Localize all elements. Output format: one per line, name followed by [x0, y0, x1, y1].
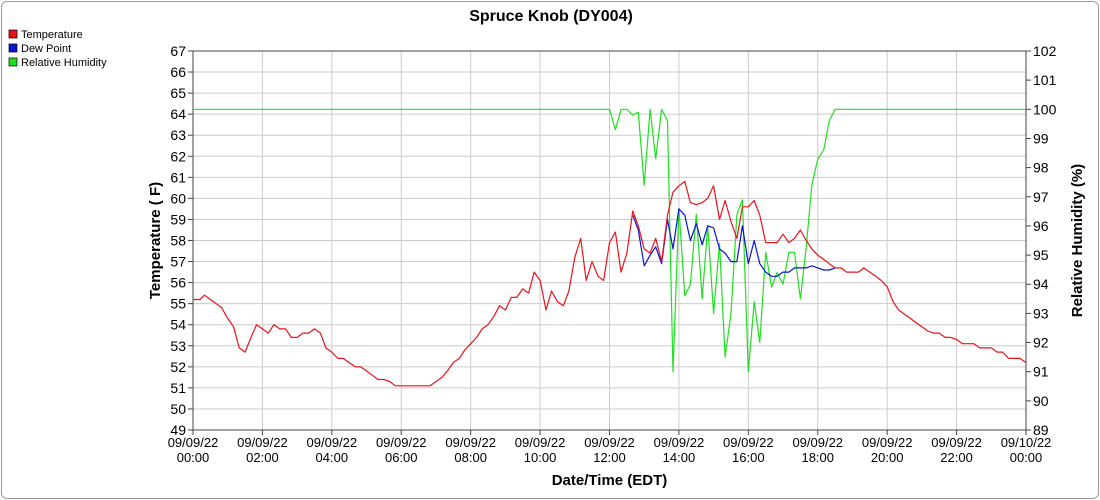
- legend-entry-dew-point: Dew Point: [8, 43, 71, 55]
- left-tick-label: 67: [170, 43, 186, 59]
- left-tick-label: 57: [170, 254, 186, 270]
- left-tick-label: 59: [170, 211, 186, 227]
- x-tick-date-label: 09/09/22: [584, 435, 635, 450]
- x-tick-time-label: 00:00: [177, 450, 210, 465]
- x-tick-time-label: 08:00: [454, 450, 487, 465]
- right-tick-label: 93: [1033, 305, 1049, 321]
- x-tick-time-label: 14:00: [663, 450, 696, 465]
- chart-title: Spruce Knob (DY004): [469, 8, 633, 25]
- right-tick-label: 94: [1033, 276, 1049, 292]
- left-tick-label: 52: [170, 359, 186, 375]
- x-tick-time-label: 04:00: [316, 450, 349, 465]
- left-tick-label: 55: [170, 296, 186, 312]
- left-tick-label: 54: [170, 317, 186, 333]
- left-tick-label: 51: [170, 380, 186, 396]
- x-tick-time-label: 22:00: [940, 450, 973, 465]
- series-lines: [193, 108, 1027, 387]
- left-tick-label: 56: [170, 275, 186, 291]
- right-axis-ticks: 89 90 91 92 93 94 95 96 97 98 99 100 101 102: [1026, 43, 1057, 438]
- x-tick-time-label: 10:00: [524, 450, 557, 465]
- legend-entry-temperature: Temperature: [8, 29, 83, 41]
- left-tick-label: 65: [170, 85, 186, 101]
- x-axis-title: Date/Time (EDT): [552, 472, 668, 489]
- x-tick-date-label: 09/09/22: [445, 435, 496, 450]
- left-tick-label: 64: [170, 106, 186, 122]
- right-tick-label: 97: [1033, 189, 1049, 205]
- x-axis-ticks: 09/09/2200:0009/09/2202:0009/09/2204:000…: [168, 430, 1052, 465]
- legend-label-temperature: Temperature: [21, 29, 83, 41]
- legend-swatch-dew-point: [8, 43, 18, 53]
- grid-lines: [192, 50, 1027, 431]
- right-axis-title: Relative Humidity (%): [1069, 164, 1086, 317]
- x-tick-date-label: 09/09/22: [792, 435, 843, 450]
- left-axis-ticks: 49 50 51 52 53 54 55 56 57 58 59 60 61 62 63 64 65 66 67: [170, 43, 193, 438]
- left-tick-label: 53: [170, 338, 186, 354]
- right-tick-label: 91: [1033, 364, 1049, 380]
- right-tick-label: 95: [1033, 247, 1049, 263]
- right-tick-label: 89: [1033, 422, 1049, 438]
- right-tick-label: 102: [1033, 43, 1057, 59]
- x-tick-date-label: 09/09/22: [237, 435, 288, 450]
- x-tick-time-label: 06:00: [385, 450, 418, 465]
- legend-label-dew-point: Dew Point: [21, 43, 71, 55]
- left-tick-label: 60: [170, 190, 186, 206]
- x-tick-date-label: 09/09/22: [515, 435, 566, 450]
- legend-swatch-relative-humidity: [8, 57, 18, 67]
- legend-swatch-temperature: [8, 29, 18, 39]
- left-tick-label: 66: [170, 64, 186, 80]
- left-axis-title: Temperature ( F): [147, 182, 164, 299]
- x-tick-time-label: 18:00: [801, 450, 834, 465]
- right-tick-label: 96: [1033, 218, 1049, 234]
- x-tick-date-label: 09/09/22: [376, 435, 427, 450]
- right-tick-label: 99: [1033, 130, 1049, 146]
- x-tick-time-label: 16:00: [732, 450, 765, 465]
- series-line-relative-humidity: [193, 108, 1026, 373]
- x-tick-time-label: 00:00: [1010, 450, 1043, 465]
- right-tick-label: 98: [1033, 160, 1049, 176]
- left-tick-label: 62: [170, 148, 186, 164]
- right-tick-label: 100: [1033, 101, 1057, 117]
- x-tick-date-label: 09/09/22: [654, 435, 705, 450]
- series-line-temperature: [193, 180, 1027, 387]
- x-tick-time-label: 12:00: [593, 450, 626, 465]
- legend-label-relative-humidity: Relative Humidity: [21, 57, 107, 69]
- x-tick-date-label: 09/10/22: [1001, 435, 1052, 450]
- x-tick-date-label: 09/09/22: [862, 435, 913, 450]
- legend-entry-relative-humidity: Relative Humidity: [8, 57, 107, 69]
- right-tick-label: 90: [1033, 393, 1049, 409]
- x-tick-date-label: 09/09/22: [931, 435, 982, 450]
- left-tick-label: 63: [170, 127, 186, 143]
- x-tick-time-label: 02:00: [246, 450, 279, 465]
- right-tick-label: 101: [1033, 72, 1057, 88]
- x-tick-date-label: 09/09/22: [307, 435, 358, 450]
- right-tick-label: 92: [1033, 335, 1049, 351]
- x-tick-date-label: 09/09/22: [723, 435, 774, 450]
- x-tick-time-label: 20:00: [871, 450, 904, 465]
- left-tick-label: 50: [170, 401, 186, 417]
- left-tick-label: 61: [170, 169, 186, 185]
- left-tick-label: 49: [170, 422, 186, 438]
- legend: Temperature Dew Point Relative Humidity: [8, 29, 107, 69]
- left-tick-label: 58: [170, 233, 186, 249]
- x-tick-date-label: 09/09/22: [168, 435, 219, 450]
